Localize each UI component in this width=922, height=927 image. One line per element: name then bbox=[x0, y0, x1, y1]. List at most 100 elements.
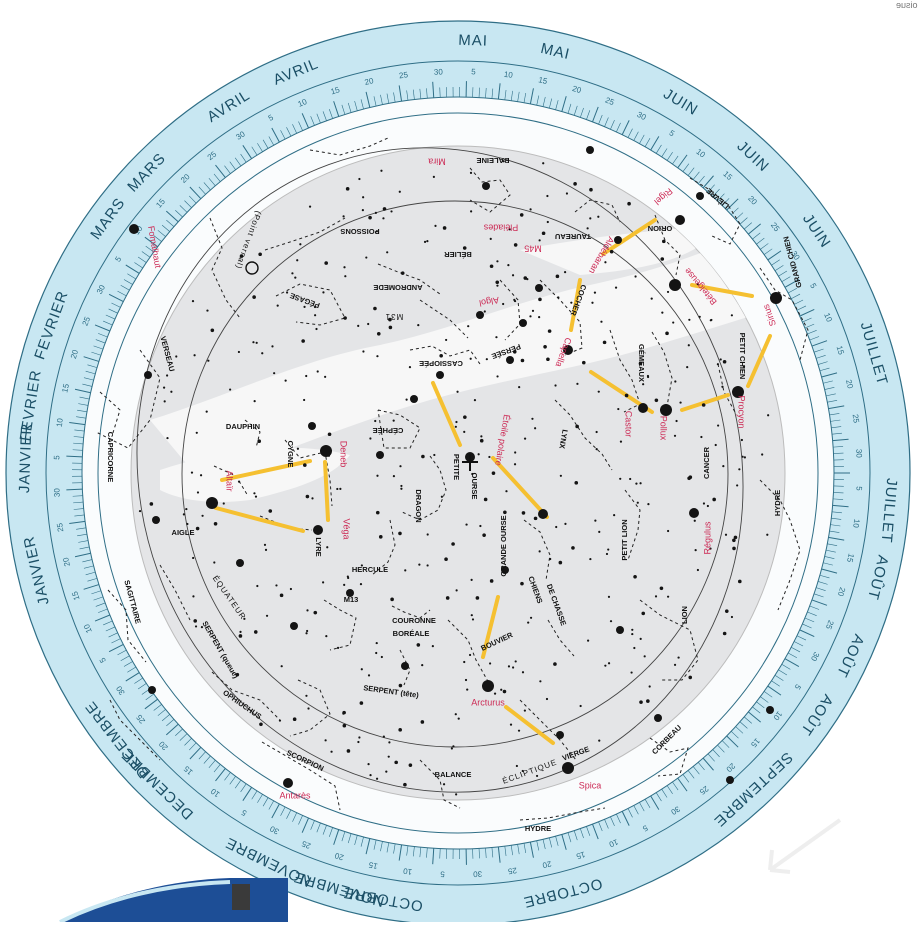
faint-star bbox=[394, 761, 398, 765]
faint-star bbox=[376, 511, 380, 515]
bright-star bbox=[290, 622, 298, 630]
faint-star bbox=[539, 680, 541, 682]
bright-star bbox=[436, 371, 444, 379]
faint-star bbox=[496, 260, 498, 262]
ring-day-number: 10 bbox=[402, 866, 413, 876]
faint-star bbox=[291, 272, 293, 274]
faint-star bbox=[697, 569, 699, 571]
faint-star bbox=[641, 612, 645, 616]
constellation-label: ORION bbox=[648, 224, 673, 233]
bright-star bbox=[283, 778, 293, 788]
faint-star bbox=[253, 492, 255, 494]
faint-star bbox=[527, 621, 529, 623]
faint-star bbox=[665, 332, 669, 336]
star-name-label: Véga bbox=[342, 518, 352, 539]
faint-star bbox=[360, 701, 364, 705]
faint-star bbox=[512, 274, 514, 276]
faint-star bbox=[608, 662, 610, 664]
constellation-label: DAUPHIN bbox=[226, 422, 260, 431]
faint-star bbox=[175, 355, 177, 357]
faint-star bbox=[529, 208, 531, 210]
faint-star bbox=[631, 633, 633, 635]
faint-star bbox=[580, 705, 582, 707]
faint-star bbox=[258, 252, 262, 256]
faint-star bbox=[674, 664, 676, 666]
faint-star bbox=[381, 656, 383, 658]
faint-star bbox=[479, 525, 481, 527]
faint-star bbox=[299, 243, 301, 245]
faint-star bbox=[293, 717, 297, 721]
star-name-label: Pléiades bbox=[483, 223, 518, 233]
faint-star bbox=[229, 388, 231, 390]
faint-star bbox=[667, 596, 669, 598]
faint-star bbox=[564, 523, 566, 525]
faint-star bbox=[570, 302, 572, 304]
faint-star bbox=[700, 436, 702, 438]
bright-star bbox=[654, 714, 662, 722]
constellation-label: OURSE bbox=[470, 473, 479, 500]
faint-star bbox=[634, 275, 636, 277]
bright-star bbox=[586, 146, 594, 154]
ring-day-number: 10 bbox=[851, 518, 861, 529]
faint-star bbox=[606, 553, 608, 555]
faint-star bbox=[197, 491, 199, 493]
faint-star bbox=[455, 426, 457, 428]
bright-star bbox=[148, 686, 156, 694]
star-name-label: Mira bbox=[428, 157, 446, 167]
faint-star bbox=[306, 609, 308, 611]
ring-day-number: 30 bbox=[434, 67, 444, 76]
bright-star bbox=[535, 284, 543, 292]
faint-star bbox=[571, 546, 575, 550]
ring-day-number: 30 bbox=[472, 869, 482, 878]
faint-star bbox=[390, 210, 392, 212]
faint-star bbox=[731, 616, 733, 618]
constellation-label: M13 bbox=[344, 595, 359, 604]
faint-star bbox=[518, 386, 520, 388]
faint-star bbox=[266, 615, 268, 617]
bright-star bbox=[726, 776, 734, 784]
faint-star bbox=[608, 596, 610, 598]
faint-star bbox=[596, 448, 598, 450]
faint-star bbox=[433, 454, 435, 456]
faint-star bbox=[687, 476, 691, 480]
faint-star bbox=[639, 700, 643, 704]
faint-star bbox=[421, 455, 425, 459]
faint-star bbox=[264, 544, 266, 546]
faint-star bbox=[328, 432, 332, 436]
faint-star bbox=[465, 679, 467, 681]
faint-star bbox=[736, 484, 738, 486]
faint-star bbox=[589, 558, 591, 560]
faint-star bbox=[326, 546, 328, 548]
faint-star bbox=[357, 325, 359, 327]
faint-star bbox=[539, 550, 541, 552]
ring-day-number: 25 bbox=[55, 522, 65, 533]
faint-star bbox=[466, 688, 468, 690]
faint-star bbox=[761, 453, 763, 455]
faint-star bbox=[343, 266, 345, 268]
faint-star bbox=[520, 213, 524, 217]
star-name-label: Spica bbox=[579, 780, 602, 790]
faint-star bbox=[285, 380, 287, 382]
faint-star bbox=[597, 216, 599, 218]
faint-star bbox=[488, 456, 490, 458]
faint-star bbox=[674, 380, 676, 382]
faint-star bbox=[625, 394, 629, 398]
faint-star bbox=[369, 774, 371, 776]
faint-star bbox=[313, 611, 317, 615]
faint-star bbox=[655, 595, 657, 597]
faint-star bbox=[514, 243, 518, 247]
faint-star bbox=[555, 526, 557, 528]
bright-star bbox=[538, 509, 548, 519]
bright-star bbox=[616, 626, 624, 634]
faint-star bbox=[496, 285, 498, 287]
faint-star bbox=[421, 664, 423, 666]
faint-star bbox=[629, 478, 631, 480]
faint-star bbox=[721, 386, 723, 388]
faint-star bbox=[725, 609, 729, 613]
faint-star bbox=[734, 536, 738, 540]
faint-star bbox=[254, 630, 258, 634]
faint-star bbox=[427, 564, 429, 566]
faint-star bbox=[207, 360, 209, 362]
planisphere-base bbox=[60, 878, 288, 922]
